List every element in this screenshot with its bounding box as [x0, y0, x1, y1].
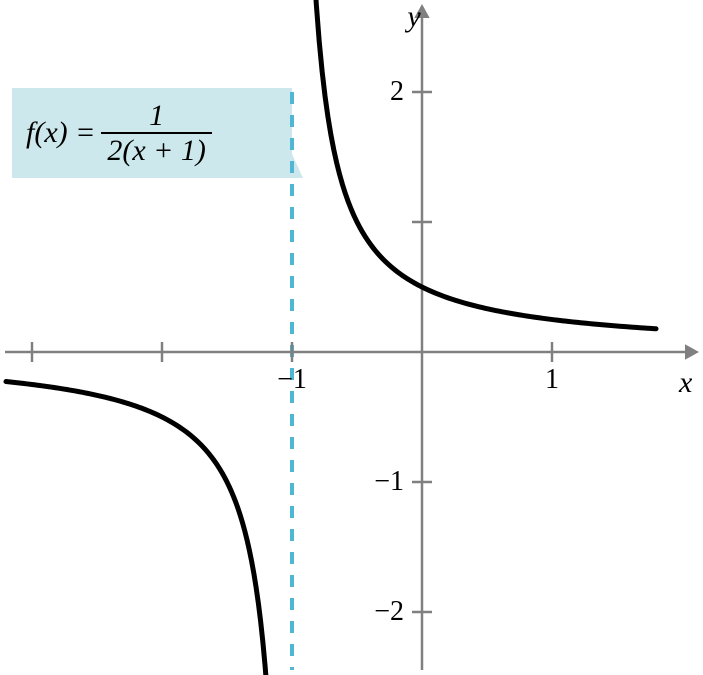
curve-left-branch: [6, 382, 276, 675]
tick-label: −1: [277, 364, 307, 396]
x-axis-arrow: [685, 344, 699, 359]
tick-label: −2: [374, 596, 404, 628]
tick-label: 2: [390, 76, 404, 108]
y-axis-label: y: [407, 0, 420, 34]
formula-box: f(x) = 1 2(x + 1): [12, 88, 292, 178]
x-axis-label: x: [679, 366, 692, 400]
tick-label: 1: [545, 364, 559, 396]
formula-numerator: 1: [143, 99, 170, 132]
curve-right-branch: [311, 0, 656, 329]
formula-denominator: 2(x + 1): [101, 134, 212, 167]
chart-container: f(x) = 1 2(x + 1) y x 1 −1 2 −2 −1: [0, 0, 703, 675]
tick-label: −1: [374, 466, 404, 498]
formula-lhs: f(x) =: [26, 116, 95, 150]
formula-fraction: 1 2(x + 1): [101, 99, 212, 167]
